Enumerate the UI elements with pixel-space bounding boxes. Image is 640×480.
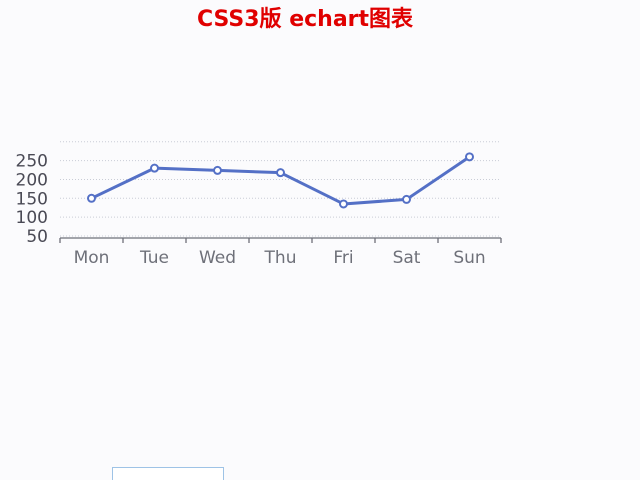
y-tick-label: 200 [16,170,48,190]
page-title: CSS3版 echart图表 [196,7,414,32]
data-point [87,193,96,203]
x-tick-label: Sat [393,248,421,268]
x-axis: Mon Tue Wed Thu Fri Sat Sun [59,237,502,268]
series-line [90,155,471,206]
data-point [150,163,159,173]
y-tick-label: 150 [16,189,48,209]
x-tick-label: Tue [139,248,169,268]
bottom-button[interactable] [112,467,224,480]
y-tick-label: 100 [16,208,48,228]
x-tick-label: Fri [333,248,353,268]
data-point [339,199,348,209]
data-point [276,168,285,178]
y-tick-label: 50 [26,227,48,247]
x-tick-label: Thu [264,248,297,268]
series-line-group [87,152,474,209]
data-point [402,194,411,204]
y-tick-label: 250 [16,152,48,172]
x-tick-label: Wed [199,248,236,268]
data-point [465,152,474,162]
x-tick-label: Sun [453,248,485,268]
grid-lines [60,141,501,237]
data-point [213,165,222,175]
x-tick-label: Mon [74,248,110,268]
